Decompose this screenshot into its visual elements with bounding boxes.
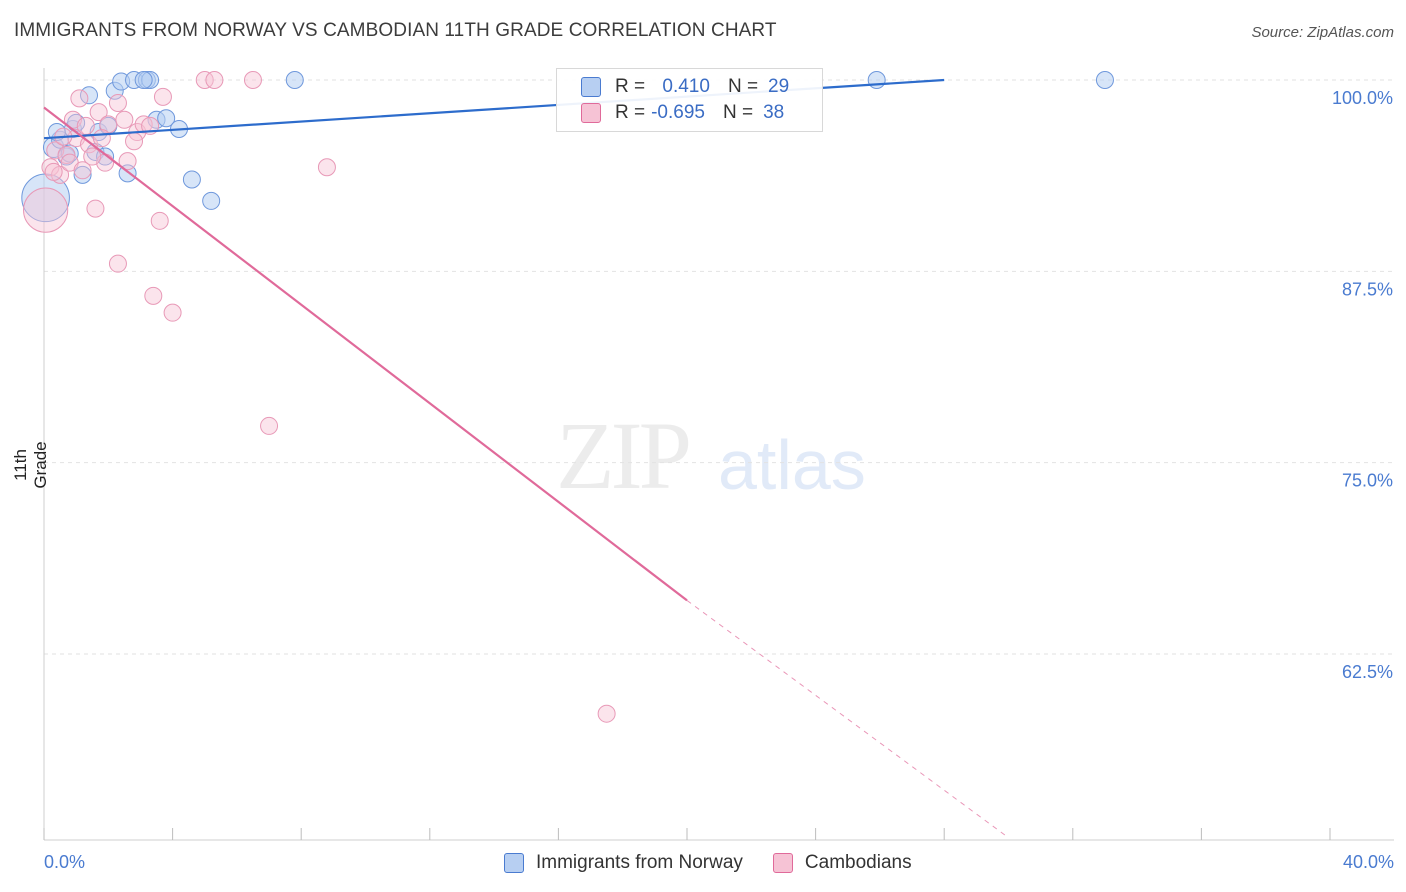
series-legend-label: Immigrants from Norway <box>536 852 743 873</box>
cambodian-point <box>150 211 169 230</box>
legend-n-label: N = <box>722 102 754 123</box>
legend-r-label: R = <box>615 76 646 97</box>
norway-point <box>867 71 886 89</box>
cambodian-point <box>118 152 137 171</box>
x-tick-label-max: 40.0% <box>1342 852 1394 872</box>
cambodian-point <box>163 303 182 322</box>
cambodian-point <box>115 110 134 129</box>
cambodian-point <box>92 129 111 148</box>
legend-r-value: -0.695 <box>651 102 705 123</box>
cambodian-point <box>134 115 153 134</box>
source-label: Source: ZipAtlas.com <box>1251 24 1394 41</box>
cambodian-point <box>205 71 224 89</box>
cambodian-point <box>23 187 69 233</box>
cambodian-point <box>86 199 105 218</box>
y-tick-label: 62.5% <box>1342 662 1393 682</box>
y-axis-label: 11th Grade <box>11 441 50 489</box>
series-swatch-cambodian <box>772 853 793 873</box>
chart-title: IMMIGRANTS FROM NORWAY VS CAMBODIAN 11TH… <box>14 20 777 41</box>
cambodian-point <box>73 161 92 180</box>
legend-n-value: 29 <box>768 76 790 97</box>
norway-point <box>80 86 99 105</box>
norway-point <box>1095 71 1114 89</box>
series-legend: Immigrants from Norway Cambodians <box>504 852 942 874</box>
y-tick-label: 87.5% <box>1342 279 1393 299</box>
norway-point <box>73 165 92 184</box>
cambodian-point <box>243 71 262 89</box>
cambodian-point <box>260 416 279 435</box>
cambodian-point <box>46 141 65 160</box>
cambodian-point <box>317 158 336 177</box>
legend-n-label: N = <box>727 76 759 97</box>
watermark-zip: ZIP <box>556 402 692 509</box>
cambodian-trend-line <box>43 106 688 602</box>
legend-r-value: 0.410 <box>657 76 710 97</box>
norway-point <box>202 191 221 210</box>
norway-point <box>60 144 79 163</box>
norway-point <box>134 71 153 89</box>
cambodian-point <box>195 71 214 89</box>
cambodian-point <box>125 132 144 151</box>
legend-n-value: 38 <box>763 102 785 123</box>
series-legend-label: Cambodians <box>804 852 912 873</box>
cambodian-point <box>76 116 95 135</box>
cambodian-point <box>44 162 63 181</box>
norway-point <box>285 71 304 89</box>
correlation-legend: R = 0.410 N = 29 R = -0.695 N = 38 <box>556 68 823 132</box>
cambodian-point <box>153 87 172 106</box>
cambodian-point <box>597 704 616 723</box>
y-tick-label: 100.0% <box>1332 88 1393 108</box>
cambodian-point <box>108 254 127 273</box>
norway-point <box>157 109 176 128</box>
legend-swatch-cambodian <box>581 103 601 123</box>
legend-swatch-norway <box>581 77 601 97</box>
legend-row-cambodian: R = -0.695 N = 38 <box>581 101 784 125</box>
watermark-atlas: atlas <box>718 426 866 504</box>
cambodian-point <box>70 89 89 108</box>
series-swatch-norway <box>504 853 524 873</box>
series-legend-norway: Immigrants from Norway <box>504 852 743 874</box>
cambodian-point <box>83 147 102 166</box>
norway-point <box>182 170 201 189</box>
cambodian-point <box>89 103 108 122</box>
cambodian-point <box>144 286 163 305</box>
x-tick-label-min: 0.0% <box>44 852 86 872</box>
series-legend-cambodian: Cambodians <box>772 852 912 874</box>
y-tick-label: 75.0% <box>1342 471 1393 491</box>
cambodian-trend-extension <box>686 600 1009 839</box>
cambodian-point <box>108 93 127 112</box>
legend-r-label: R = <box>615 102 646 123</box>
legend-row-norway: R = 0.410 N = 29 <box>581 75 789 99</box>
